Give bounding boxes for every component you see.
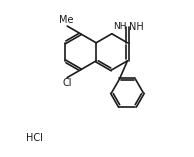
Text: Cl: Cl: [62, 78, 72, 88]
Text: HCl: HCl: [26, 133, 43, 143]
Text: NH: NH: [113, 22, 126, 31]
Text: NH: NH: [129, 22, 144, 32]
Text: Me: Me: [59, 15, 74, 25]
